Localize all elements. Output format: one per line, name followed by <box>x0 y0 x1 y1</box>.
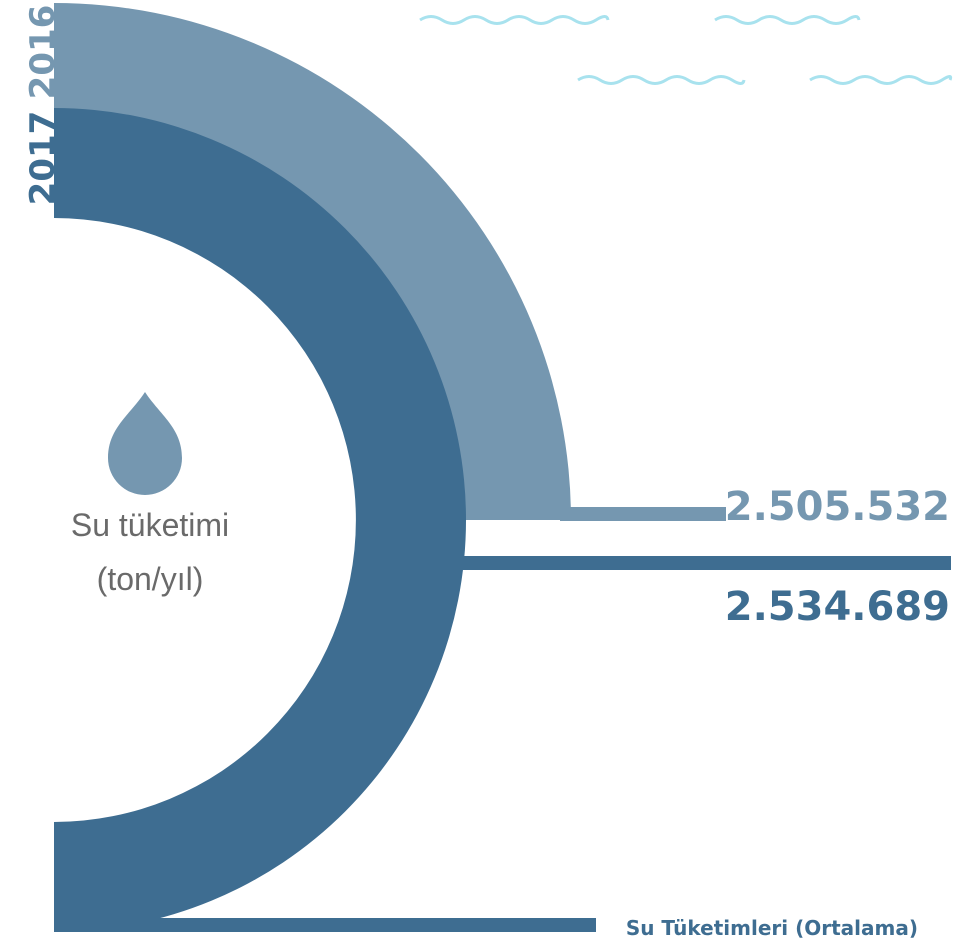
waves <box>419 15 953 85</box>
wave <box>577 75 746 85</box>
value-2016: 2.505.532 <box>725 484 950 530</box>
year-label: 2017 <box>23 111 63 206</box>
wave <box>419 15 610 25</box>
caption: Su tüketimi <box>71 507 229 543</box>
value-2017: 2.534.689 <box>725 584 950 630</box>
drop-icon <box>108 392 182 495</box>
wave <box>809 75 953 85</box>
wave <box>714 15 861 25</box>
year-label: 2016 <box>23 5 63 100</box>
bar-2016 <box>560 507 726 521</box>
caption: (ton/yıl) <box>97 561 204 597</box>
arc-2017 <box>54 108 466 932</box>
footer-title: Su Tüketimleri (Ortalama) <box>626 916 918 940</box>
bar-footer <box>54 918 596 932</box>
arc-2016 <box>54 3 571 520</box>
bar-2017 <box>460 556 951 570</box>
